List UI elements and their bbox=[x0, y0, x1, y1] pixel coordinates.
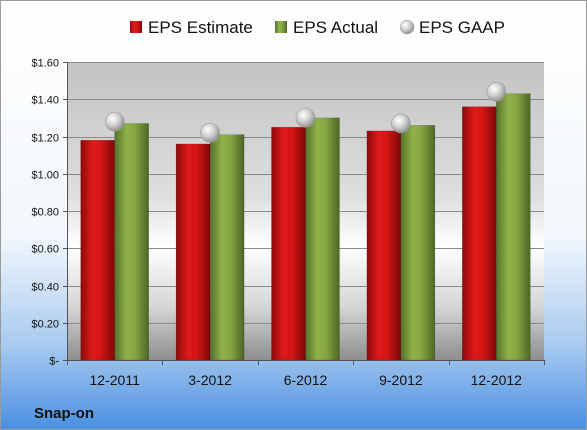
y-tick-label: $1.20 bbox=[31, 133, 59, 145]
eps-estimate-bar bbox=[366, 130, 402, 361]
eps-estimate-bar bbox=[80, 139, 115, 361]
y-tick-label: $0.60 bbox=[31, 244, 59, 256]
y-axis: $- $0.20 $0.40 $0.60 $0.80 $1.00 $1.20 $1.40 $1.… bbox=[31, 58, 68, 368]
x-axis: 12-2011 3-2012 6-2012 9-2012 12-2012 bbox=[67, 360, 545, 388]
y-tick-label: $1.60 bbox=[31, 58, 59, 70]
legend-label: EPS Estimate bbox=[148, 18, 253, 37]
legend-swatch bbox=[275, 21, 287, 33]
eps-gaap-marker bbox=[295, 108, 316, 128]
y-tick-label: $- bbox=[49, 356, 59, 368]
gaap-markers bbox=[104, 82, 507, 143]
y-tick-label: $1.40 bbox=[31, 95, 59, 107]
eps-actual-bar bbox=[209, 134, 245, 361]
y-tick-label: $0.40 bbox=[31, 282, 59, 294]
legend: EPS Estimate EPS Actual EPS GAAP bbox=[130, 18, 505, 37]
eps-gaap-marker bbox=[104, 111, 125, 132]
bars bbox=[80, 93, 531, 361]
eps-estimate-bar bbox=[462, 106, 497, 361]
eps-actual-bar bbox=[114, 123, 149, 361]
eps-gaap-marker bbox=[200, 122, 220, 143]
eps-actual-bar bbox=[400, 125, 436, 361]
x-tick-label: 9-2012 bbox=[379, 372, 423, 388]
y-tick-label: $0.80 bbox=[31, 207, 59, 219]
company-label: Snap-on bbox=[34, 405, 94, 422]
legend-label: EPS GAAP bbox=[419, 18, 505, 37]
eps-gaap-marker bbox=[391, 113, 411, 134]
x-tick-label: 6-2012 bbox=[284, 372, 328, 388]
eps-gaap-marker bbox=[486, 82, 507, 102]
eps-actual-bar bbox=[496, 93, 531, 361]
x-tick-label: 12-2011 bbox=[90, 372, 141, 388]
legend-swatch bbox=[130, 21, 142, 33]
legend-label: EPS Actual bbox=[293, 18, 378, 37]
eps-estimate-bar bbox=[175, 143, 211, 361]
y-tick-label: $0.20 bbox=[31, 319, 59, 331]
x-tick-label: 3-2012 bbox=[188, 372, 232, 388]
y-tick-label: $1.00 bbox=[31, 170, 59, 182]
legend-marker bbox=[399, 19, 415, 35]
eps-estimate-bar bbox=[271, 126, 306, 361]
x-tick-label: 12-2012 bbox=[471, 372, 523, 388]
eps-actual-bar bbox=[305, 117, 340, 361]
